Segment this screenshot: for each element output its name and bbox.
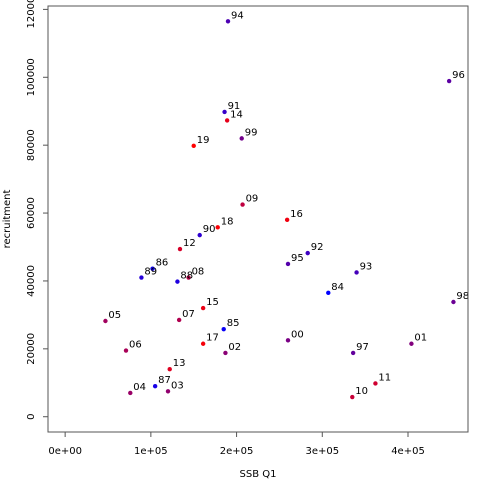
point-label-11: 11 bbox=[378, 372, 391, 383]
data-point-09 bbox=[240, 202, 245, 207]
y-axis-title: recruitment bbox=[2, 190, 13, 249]
point-label-84: 84 bbox=[331, 282, 344, 293]
data-point-98 bbox=[451, 299, 456, 305]
point-label-95: 95 bbox=[291, 253, 304, 264]
x-axis-title: SSB Q1 bbox=[240, 469, 277, 480]
point-label-96: 96 bbox=[452, 70, 465, 81]
data-point-94 bbox=[225, 19, 231, 24]
point-labels: 84 85 86 87 88 89 90 91 92 93 94 95 96 97 98 99 00 01 02 03… bbox=[108, 10, 469, 397]
y-tick-label: 60000 bbox=[26, 197, 37, 229]
point-label-17: 17 bbox=[206, 333, 219, 344]
point-label-88: 88 bbox=[180, 271, 193, 282]
data-point-91 bbox=[222, 109, 227, 115]
y-tick-label: 20000 bbox=[26, 333, 37, 365]
point-label-87: 87 bbox=[158, 375, 171, 386]
x-tick-label: 4e+05 bbox=[391, 446, 425, 457]
data-point-08 bbox=[186, 275, 191, 280]
x-tick-label: 3e+05 bbox=[305, 446, 339, 457]
point-label-01: 01 bbox=[414, 333, 427, 344]
data-point-06 bbox=[123, 348, 129, 353]
point-label-85: 85 bbox=[227, 318, 240, 329]
point-label-89: 89 bbox=[144, 267, 157, 278]
data-point-15 bbox=[200, 305, 206, 311]
point-label-19: 19 bbox=[197, 135, 210, 146]
data-point-05 bbox=[103, 318, 108, 324]
data-point-19 bbox=[191, 143, 196, 149]
data-point-96 bbox=[446, 78, 452, 84]
point-label-09: 09 bbox=[246, 194, 259, 205]
y-tick-label: 100000 bbox=[26, 58, 37, 96]
data-point-10 bbox=[350, 394, 355, 400]
point-label-97: 97 bbox=[356, 342, 369, 353]
point-label-10: 10 bbox=[355, 386, 368, 397]
point-label-92: 92 bbox=[311, 242, 324, 253]
point-label-03: 03 bbox=[171, 380, 184, 391]
data-point-92 bbox=[305, 250, 310, 256]
x-tick-label: 0e+00 bbox=[48, 446, 82, 457]
y-axis: 0 20000 40000 60000 80000 100000 120000 bbox=[26, 0, 48, 420]
data-point-07 bbox=[176, 317, 182, 323]
point-label-07: 07 bbox=[182, 309, 195, 320]
data-point-11 bbox=[373, 381, 378, 386]
point-label-12: 12 bbox=[183, 238, 196, 249]
point-label-86: 86 bbox=[156, 258, 169, 269]
point-label-13: 13 bbox=[173, 358, 186, 369]
point-label-02: 02 bbox=[228, 342, 241, 353]
plot-frame bbox=[47, 5, 469, 433]
y-tick-label: 40000 bbox=[26, 265, 37, 297]
data-point-14 bbox=[224, 118, 230, 123]
data-point-90 bbox=[197, 232, 202, 238]
point-label-14: 14 bbox=[230, 109, 243, 120]
data-point-18 bbox=[215, 225, 220, 230]
data-point-84 bbox=[326, 290, 331, 296]
point-label-99: 99 bbox=[245, 127, 258, 138]
point-label-08: 08 bbox=[192, 267, 205, 278]
point-label-98: 98 bbox=[456, 291, 469, 302]
data-point-89 bbox=[139, 275, 144, 280]
point-label-16: 16 bbox=[290, 209, 303, 220]
data-point-87 bbox=[152, 383, 158, 389]
data-point-16 bbox=[284, 217, 290, 223]
data-point-01 bbox=[409, 341, 414, 346]
data-point-13 bbox=[167, 367, 172, 372]
point-label-94: 94 bbox=[231, 10, 244, 21]
x-tick-label: 1e+05 bbox=[134, 446, 168, 457]
data-point-04 bbox=[128, 390, 133, 396]
y-tick-label: 120000 bbox=[26, 0, 37, 28]
data-point-88 bbox=[175, 279, 180, 284]
point-label-05: 05 bbox=[108, 310, 121, 321]
data-point-97 bbox=[350, 350, 356, 356]
data-point-02 bbox=[223, 350, 228, 356]
data-point-99 bbox=[239, 136, 244, 141]
point-label-91: 91 bbox=[228, 101, 241, 112]
y-tick-label: 0 bbox=[26, 414, 37, 420]
x-axis: 0e+00 1e+05 2e+05 3e+05 4e+05 bbox=[48, 432, 425, 457]
point-label-15: 15 bbox=[206, 297, 219, 308]
data-point-86 bbox=[150, 266, 155, 271]
point-label-06: 06 bbox=[129, 340, 142, 351]
y-tick-label: 80000 bbox=[26, 129, 37, 161]
data-point-03 bbox=[165, 389, 171, 394]
point-label-90: 90 bbox=[203, 224, 216, 235]
point-label-93: 93 bbox=[360, 261, 373, 272]
point-label-18: 18 bbox=[221, 216, 234, 227]
point-label-00: 00 bbox=[291, 329, 304, 340]
data-point-85 bbox=[221, 326, 226, 332]
data-point-17 bbox=[200, 341, 206, 346]
data-points bbox=[103, 19, 456, 400]
data-point-12 bbox=[177, 246, 183, 252]
data-point-93 bbox=[354, 270, 359, 275]
data-point-00 bbox=[285, 338, 291, 343]
point-label-04: 04 bbox=[133, 382, 146, 393]
data-point-95 bbox=[285, 261, 291, 267]
x-tick-label: 2e+05 bbox=[220, 446, 254, 457]
